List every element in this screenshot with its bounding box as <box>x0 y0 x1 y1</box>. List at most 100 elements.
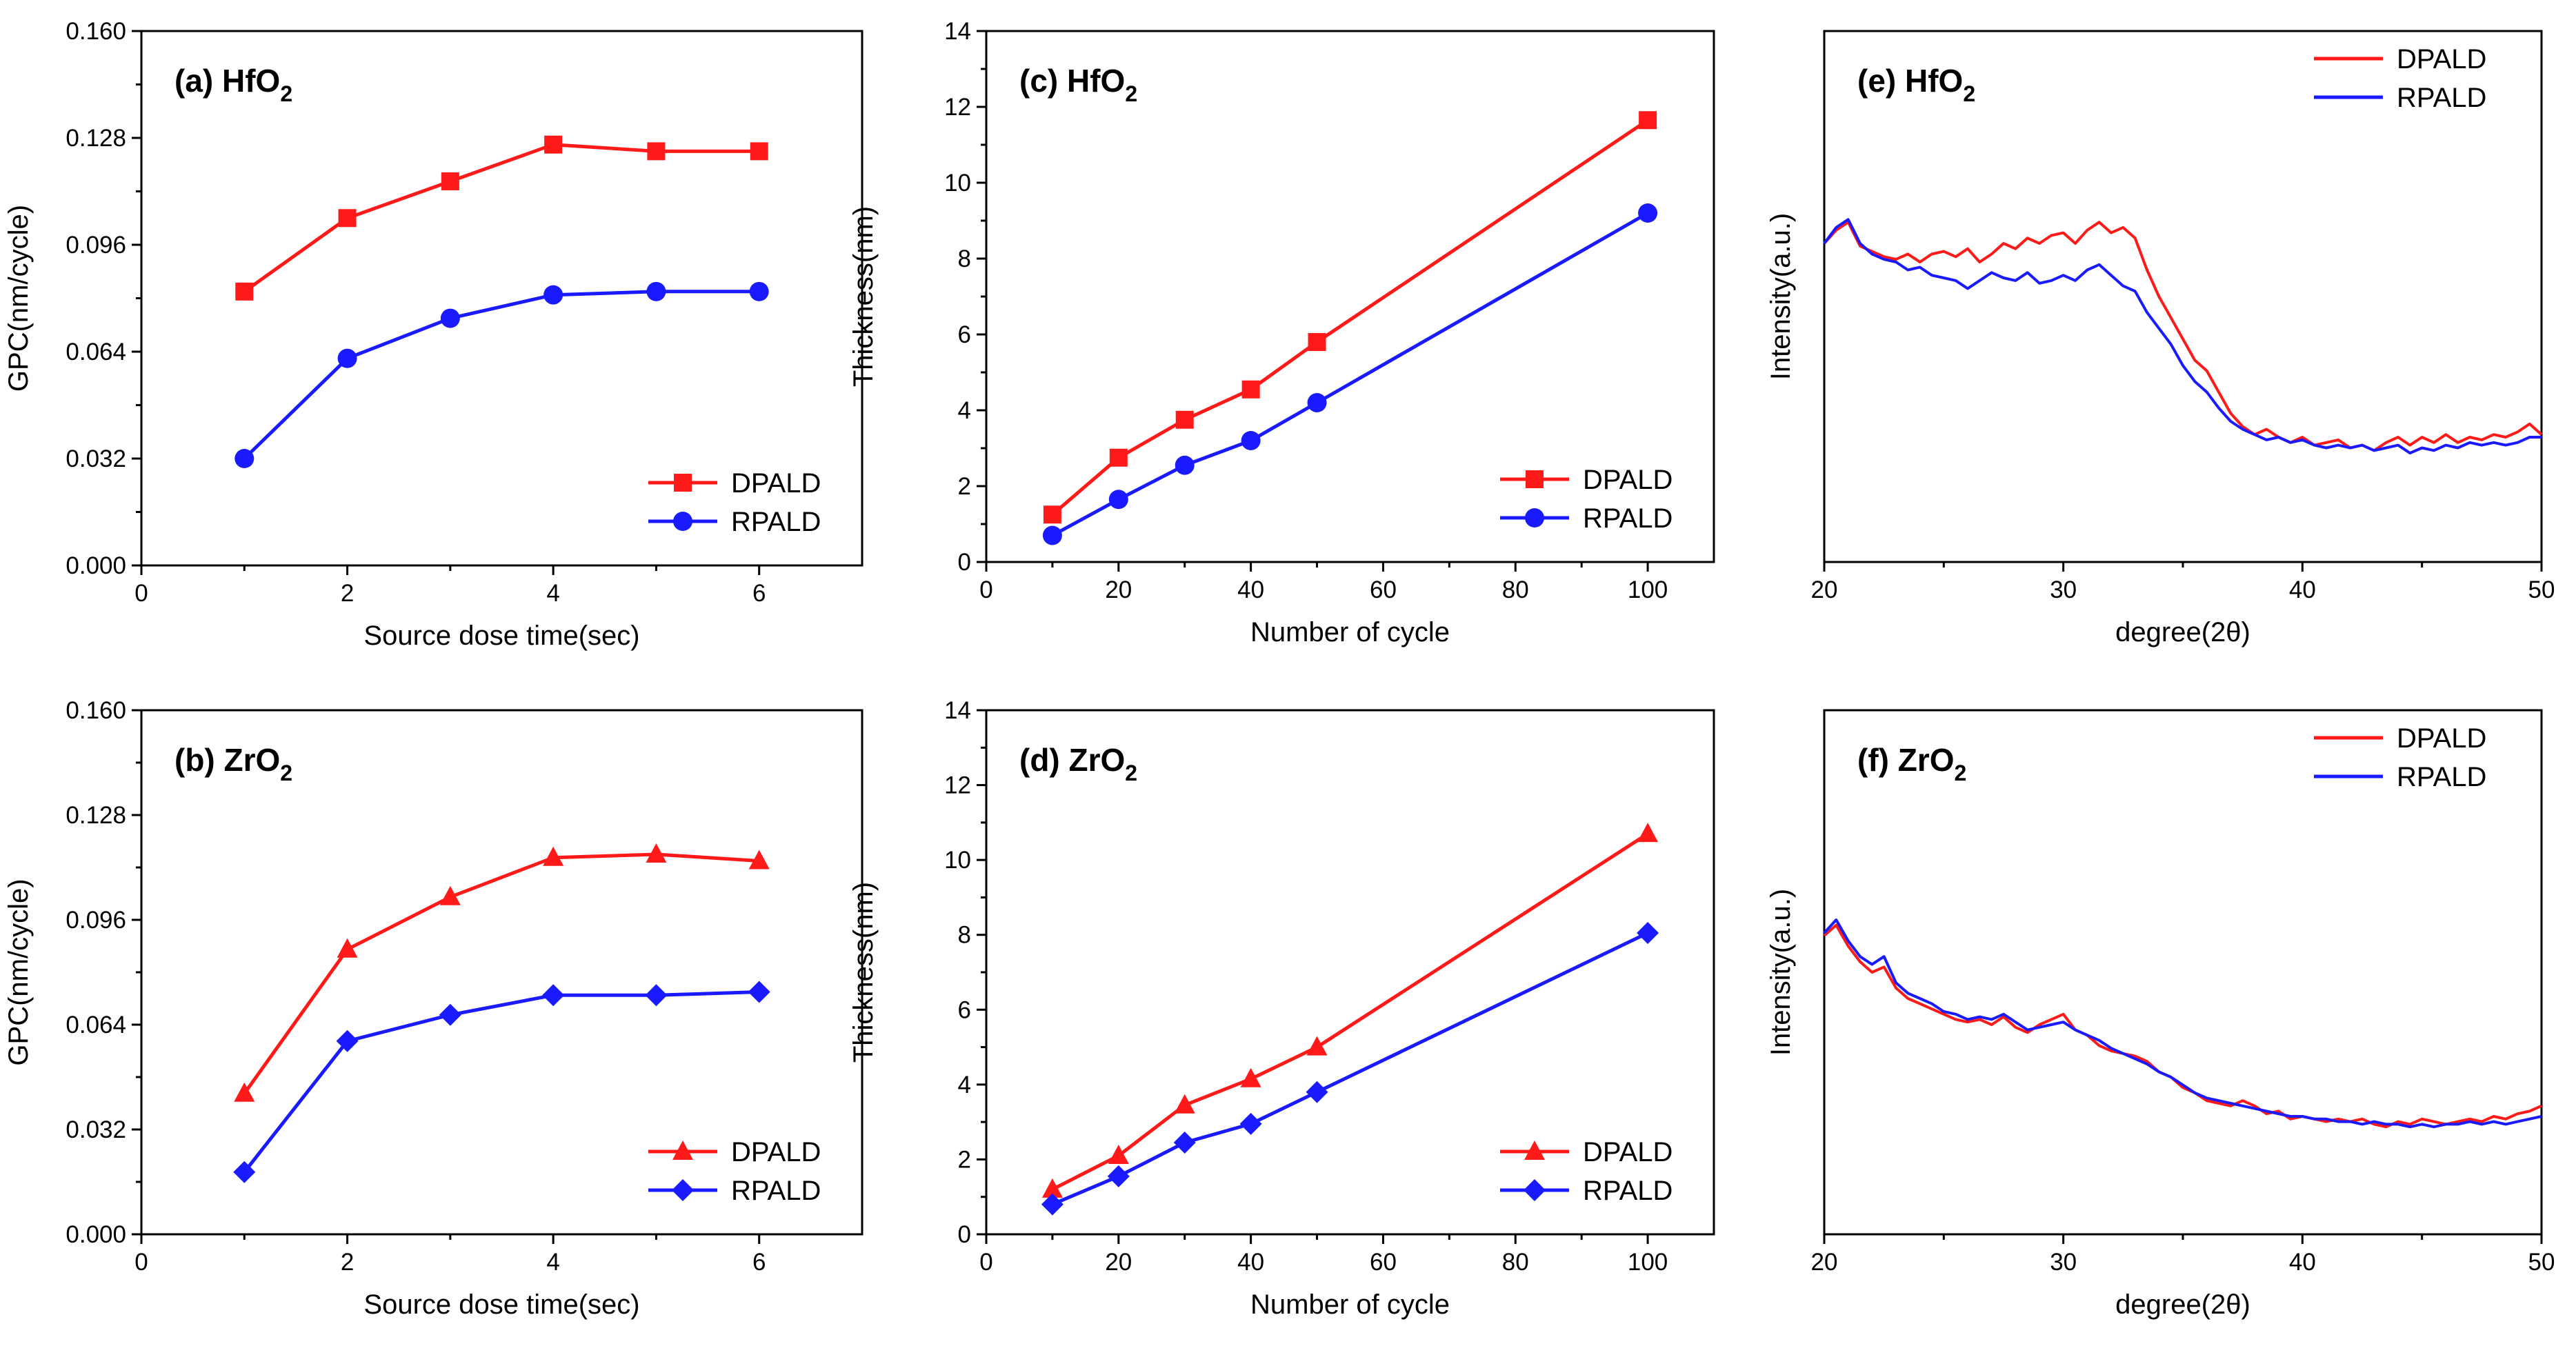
y-axis-label: Thickness(nm) <box>848 882 879 1063</box>
x-tick-label: 100 <box>1628 1249 1668 1276</box>
data-point-rpald <box>748 981 770 1003</box>
data-point-rpald <box>1637 922 1659 944</box>
legend-label-dpald: DPALD <box>731 468 821 499</box>
legend-label-rpald: RPALD <box>2397 762 2486 792</box>
y-tick-label: 12 <box>944 94 971 121</box>
x-tick-label: 60 <box>1370 1249 1397 1276</box>
x-tick-label: 20 <box>1811 576 1838 603</box>
data-point-dpald <box>1043 505 1061 524</box>
x-tick-label: 6 <box>752 1249 766 1276</box>
data-point-dpald <box>338 209 357 228</box>
data-point-dpald <box>1639 111 1657 130</box>
panel-f: 20 30 40 50 degree(2θ) Intensity(a.u.) (f) ZrO… <box>1766 709 2555 1320</box>
y-tick-label: 0.000 <box>66 552 126 579</box>
data-point-dpald <box>1240 1067 1261 1087</box>
x-tick-label: 40 <box>1237 1249 1264 1276</box>
y-tick-label: 12 <box>944 772 971 799</box>
data-point-dpald <box>337 938 358 958</box>
x-tick-label: 60 <box>1370 576 1397 603</box>
data-point-rpald <box>1042 525 1062 545</box>
y-tick-label: 4 <box>958 1072 971 1098</box>
y-tick-label: 2 <box>958 1146 971 1173</box>
y-tick-label: 0.128 <box>66 125 126 152</box>
series-line-rpald <box>243 990 759 1174</box>
data-point-dpald <box>1041 1178 1063 1198</box>
data-point-dpald <box>1108 1145 1129 1164</box>
data-point-dpald <box>1241 380 1260 399</box>
data-point-rpald <box>645 984 668 1007</box>
data-point-rpald <box>234 449 254 468</box>
y-tick-label: 4 <box>958 397 971 424</box>
legend-label-dpald: DPALD <box>1583 1137 1673 1167</box>
data-point-rpald <box>1306 1081 1328 1103</box>
x-tick-label: 0 <box>979 1249 992 1276</box>
data-point-rpald <box>1173 1132 1196 1154</box>
x-tick-label: 4 <box>546 580 559 607</box>
data-point-rpald <box>646 281 666 301</box>
x-tick-label: 20 <box>1811 1249 1838 1276</box>
y-tick-label: 0.032 <box>66 1116 126 1143</box>
x-tick-label: 40 <box>2289 1249 2316 1276</box>
panel-title: (c) HfO2 <box>1019 63 1137 106</box>
series-line-dpald <box>1823 221 2543 452</box>
legend-label-rpald: RPALD <box>2397 83 2486 113</box>
panel-title-main: (f) ZrO <box>1857 742 1955 778</box>
panel-e: 20 30 40 50 degree(2θ) Intensity(a.u.) (e) HfO… <box>1766 30 2555 647</box>
x-tick-label: 50 <box>2528 576 2555 603</box>
panel-title-main: (e) HfO <box>1857 63 1963 99</box>
series-line-dpald <box>1051 832 1649 1192</box>
x-tick-label: 80 <box>1502 1249 1529 1276</box>
series-line-rpald <box>1823 218 2542 455</box>
panel-c: 0 20 40 60 80 100 0 2 4 6 8 10 12 14 Number of cycle Th… <box>848 18 1715 647</box>
x-axis-label: degree(2θ) <box>2115 617 2250 647</box>
panel-title: (e) HfO2 <box>1857 63 1975 106</box>
data-point-dpald <box>748 850 770 870</box>
y-tick-label: 0.064 <box>66 339 126 365</box>
data-point-rpald <box>233 1161 256 1183</box>
x-tick-label: 0 <box>979 576 992 603</box>
y-tick-label: 6 <box>958 996 971 1023</box>
panel-title-main: (d) ZrO <box>1019 742 1125 778</box>
panel-title-subscript: 2 <box>280 81 292 106</box>
data-point-dpald <box>1308 333 1326 351</box>
legend-label-dpald: DPALD <box>2397 44 2486 74</box>
series-line-dpald <box>1823 923 2542 1129</box>
x-tick-label: 40 <box>2289 576 2316 603</box>
y-tick-label: 8 <box>958 922 971 949</box>
y-tick-label: 6 <box>958 321 971 348</box>
legend: DPALD RPALD <box>648 468 821 537</box>
x-tick-label: 100 <box>1628 576 1668 603</box>
x-tick-label: 30 <box>2050 1249 2077 1276</box>
legend: DPALD RPALD <box>1500 465 1673 534</box>
data-point-dpald <box>439 885 461 905</box>
data-point-dpald <box>646 843 667 863</box>
legend-label-dpald: DPALD <box>2397 723 2486 754</box>
y-tick-label: 0.096 <box>66 907 126 934</box>
series-line-dpald <box>1051 119 1649 516</box>
data-point-rpald <box>439 1003 461 1026</box>
legend-label-dpald: DPALD <box>731 1137 821 1167</box>
panel-title-main: (c) HfO <box>1019 63 1125 99</box>
series-line-rpald <box>1051 931 1649 1206</box>
legend-marker-rpald <box>1525 508 1544 528</box>
y-tick-label: 0.032 <box>66 445 126 472</box>
panel-a: 0 2 4 6 0.000 0.032 0.064 0.096 0.128 0.160 Source… <box>3 18 863 651</box>
legend-marker-dpald <box>1526 470 1544 488</box>
x-tick-label: 2 <box>341 1249 354 1276</box>
series-line-rpald <box>1051 211 1649 537</box>
x-tick-label: 0 <box>134 1249 148 1276</box>
data-point-rpald <box>543 285 563 305</box>
x-axis-label: degree(2θ) <box>2115 1289 2250 1320</box>
legend-label-rpald: RPALD <box>731 1176 821 1206</box>
x-tick-label: 50 <box>2528 1249 2555 1276</box>
legend: DPALD RPALD <box>1500 1137 1673 1206</box>
data-point-dpald <box>234 1082 255 1102</box>
x-tick-label: 6 <box>752 580 766 607</box>
y-tick-label: 2 <box>958 473 971 500</box>
y-axis-label: Intensity(a.u.) <box>1766 213 1796 380</box>
data-point-dpald <box>750 142 768 161</box>
panel-title: (d) ZrO2 <box>1019 742 1137 785</box>
data-point-rpald <box>337 348 357 368</box>
series-line-rpald <box>243 290 759 460</box>
data-point-dpald <box>1175 410 1194 429</box>
